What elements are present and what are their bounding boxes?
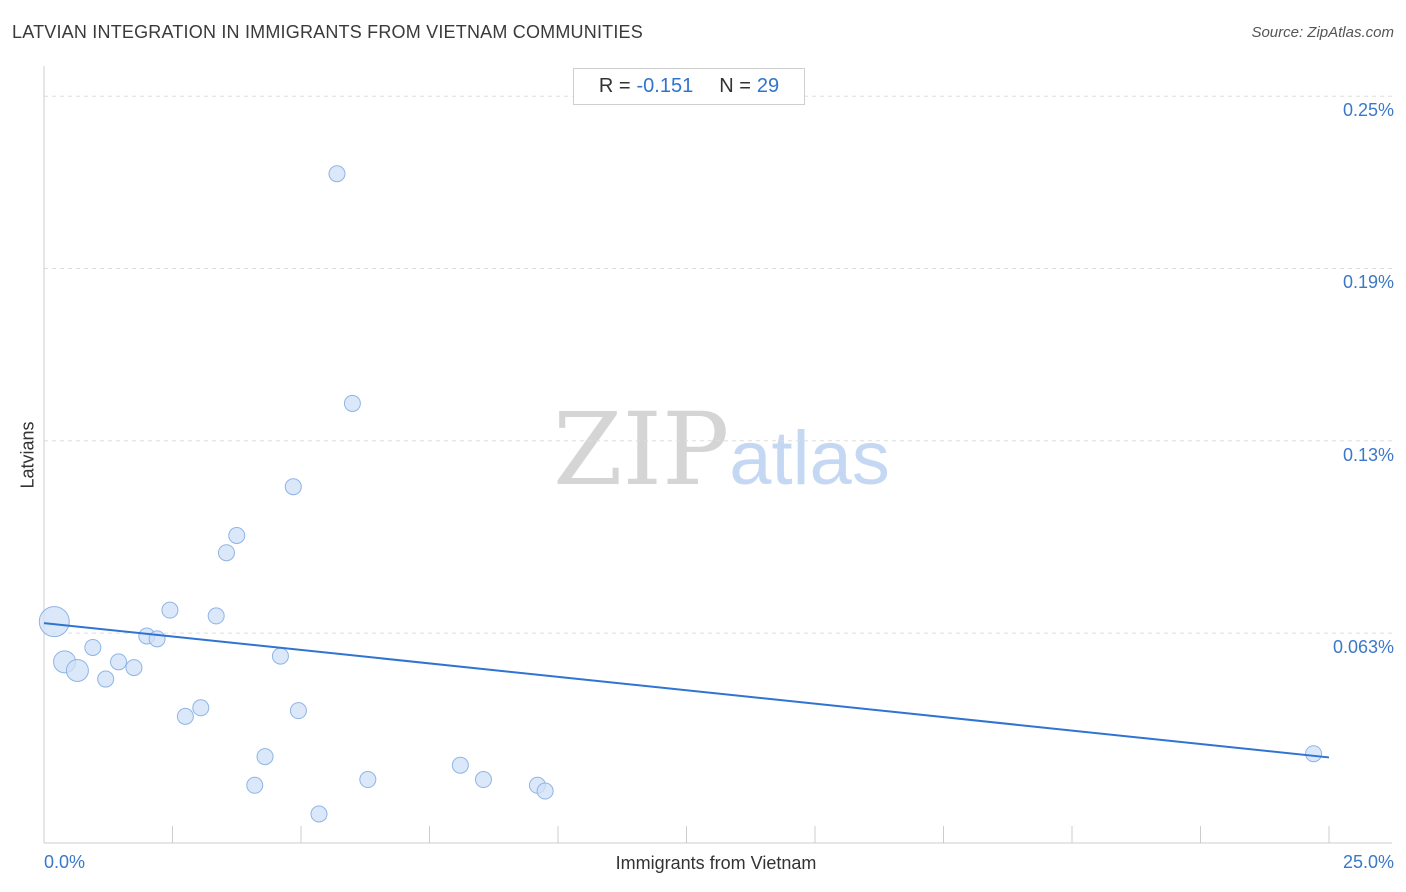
y-tick-label: 0.063% [1332, 637, 1394, 658]
y-tick-label: 0.19% [1342, 272, 1394, 293]
data-point [148, 630, 166, 648]
r-label: R = [598, 75, 631, 97]
data-point [536, 782, 554, 800]
data-point [1305, 745, 1323, 763]
data-point [474, 771, 492, 789]
x-tick-label-min: 0.0% [44, 852, 86, 872]
data-point [451, 756, 469, 774]
data-point [256, 748, 274, 766]
data-point [125, 659, 143, 677]
source-credit: Source: ZipAtlas.com [1251, 24, 1394, 41]
n-label: N = [719, 75, 751, 97]
r-value: -0.151 [636, 75, 694, 97]
data-point [359, 771, 377, 789]
data-point [343, 394, 361, 412]
data-point [176, 707, 194, 725]
data-point [217, 544, 235, 562]
data-point [207, 607, 225, 625]
zipatlas-watermark: ZIPatlas [553, 400, 890, 500]
data-point [310, 805, 328, 823]
correlation-stats-box: R = -0.151 N = 29 [573, 68, 805, 105]
data-point [284, 478, 302, 496]
data-point [110, 653, 128, 671]
data-point [192, 699, 210, 717]
data-point [271, 647, 289, 665]
data-point [65, 658, 89, 682]
watermark-zip: ZIP [553, 391, 730, 508]
trend-line [43, 622, 1330, 759]
y-tick-label: 0.25% [1342, 100, 1394, 121]
y-axis-label: Latvians [17, 421, 38, 489]
data-point [246, 776, 264, 794]
data-point [38, 606, 70, 638]
data-point [161, 601, 179, 619]
data-point [289, 702, 307, 720]
data-point [228, 527, 246, 545]
chart-title: LATVIAN INTEGRATION IN IMMIGRANTS FROM V… [12, 22, 643, 42]
x-axis-label: Immigrants from Vietnam [615, 853, 817, 873]
watermark-atlas: atlas [729, 416, 890, 501]
data-point [97, 670, 115, 688]
data-point [328, 165, 346, 183]
x-tick-label-max: 25.0% [1342, 852, 1394, 872]
data-point [84, 638, 102, 656]
n-value: 29 [756, 75, 780, 97]
y-tick-label: 0.13% [1342, 444, 1394, 465]
